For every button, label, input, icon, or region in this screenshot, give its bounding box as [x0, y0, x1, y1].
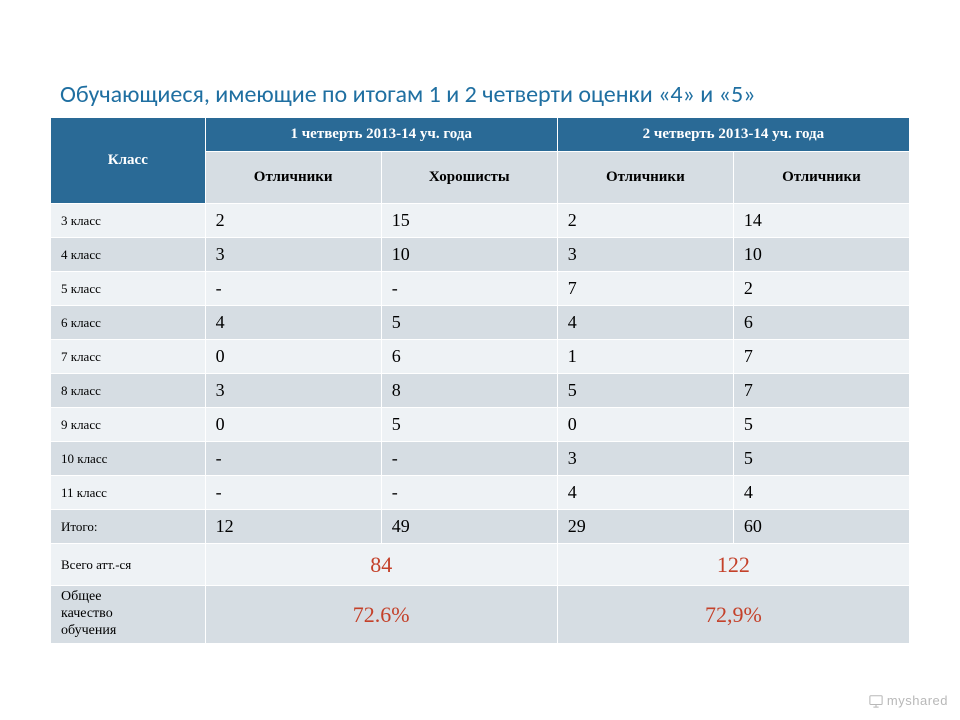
col-q1: 1 четверть 2013-14 уч. года: [205, 118, 557, 152]
quality-q2: 72,9%: [557, 586, 909, 644]
quality-label: Общеекачествообучения: [51, 586, 206, 644]
results-table: Класс 1 четверть 2013-14 уч. года 2 четв…: [50, 117, 910, 644]
cell: 2: [557, 204, 733, 238]
cell: -: [381, 442, 557, 476]
att-q2: 122: [557, 544, 909, 586]
totals-row: Итого: 12 49 29 60: [51, 510, 910, 544]
watermark: myshared: [869, 693, 948, 708]
slide-title: Обучающиеся, имеющие по итогам 1 и 2 чет…: [60, 80, 910, 109]
cell: -: [205, 476, 381, 510]
cell: 7: [557, 272, 733, 306]
sub-q2-b: Отличники: [733, 152, 909, 204]
slide: Обучающиеся, имеющие по итогам 1 и 2 чет…: [0, 0, 960, 720]
row-label: 10 класс: [51, 442, 206, 476]
cell: 3: [557, 442, 733, 476]
cell: 4: [557, 306, 733, 340]
sub-q2-a: Отличники: [557, 152, 733, 204]
row-label: 8 класс: [51, 374, 206, 408]
cell: 0: [205, 340, 381, 374]
table-row: 4 класс310310: [51, 238, 910, 272]
table-row: 3 класс215214: [51, 204, 910, 238]
cell: 3: [205, 238, 381, 272]
cell: 14: [733, 204, 909, 238]
cell: 5: [557, 374, 733, 408]
table-row: 8 класс3857: [51, 374, 910, 408]
cell: 0: [205, 408, 381, 442]
totals-v4: 60: [733, 510, 909, 544]
cell: 4: [733, 476, 909, 510]
cell: 5: [733, 442, 909, 476]
totals-v1: 12: [205, 510, 381, 544]
cell: 15: [381, 204, 557, 238]
row-label: 3 класс: [51, 204, 206, 238]
cell: 5: [733, 408, 909, 442]
table-row: 10 класс--35: [51, 442, 910, 476]
presentation-icon: [869, 694, 883, 708]
header-row-1: Класс 1 четверть 2013-14 уч. года 2 четв…: [51, 118, 910, 152]
row-label: 9 класс: [51, 408, 206, 442]
totals-label: Итого:: [51, 510, 206, 544]
cell: 0: [557, 408, 733, 442]
cell: 1: [557, 340, 733, 374]
cell: -: [205, 272, 381, 306]
cell: 6: [381, 340, 557, 374]
att-label: Всего атт.-ся: [51, 544, 206, 586]
table-row: 11 класс--44: [51, 476, 910, 510]
cell: 10: [733, 238, 909, 272]
cell: 7: [733, 340, 909, 374]
cell: 3: [205, 374, 381, 408]
quality-row: Общеекачествообучения 72.6% 72,9%: [51, 586, 910, 644]
col-q2: 2 четверть 2013-14 уч. года: [557, 118, 909, 152]
cell: -: [381, 476, 557, 510]
att-q1: 84: [205, 544, 557, 586]
table-row: 6 класс4546: [51, 306, 910, 340]
cell: 5: [381, 408, 557, 442]
cell: -: [381, 272, 557, 306]
watermark-text: myshared: [887, 693, 948, 708]
cell: 8: [381, 374, 557, 408]
quality-q1: 72.6%: [205, 586, 557, 644]
cell: 5: [381, 306, 557, 340]
cell: 2: [733, 272, 909, 306]
table-row: 9 класс0505: [51, 408, 910, 442]
table-row: 5 класс--72: [51, 272, 910, 306]
cell: 4: [557, 476, 733, 510]
row-label: 6 класс: [51, 306, 206, 340]
cell: 4: [205, 306, 381, 340]
row-label: 7 класс: [51, 340, 206, 374]
cell: 7: [733, 374, 909, 408]
sub-q1-b: Хорошисты: [381, 152, 557, 204]
att-row: Всего атт.-ся 84 122: [51, 544, 910, 586]
sub-q1-a: Отличники: [205, 152, 381, 204]
cell: 10: [381, 238, 557, 272]
row-label: 5 класс: [51, 272, 206, 306]
row-label: 4 класс: [51, 238, 206, 272]
cell: 2: [205, 204, 381, 238]
cell: 3: [557, 238, 733, 272]
table-row: 7 класс0617: [51, 340, 910, 374]
totals-v3: 29: [557, 510, 733, 544]
row-label: 11 класс: [51, 476, 206, 510]
totals-v2: 49: [381, 510, 557, 544]
col-class: Класс: [51, 118, 206, 204]
cell: -: [205, 442, 381, 476]
cell: 6: [733, 306, 909, 340]
